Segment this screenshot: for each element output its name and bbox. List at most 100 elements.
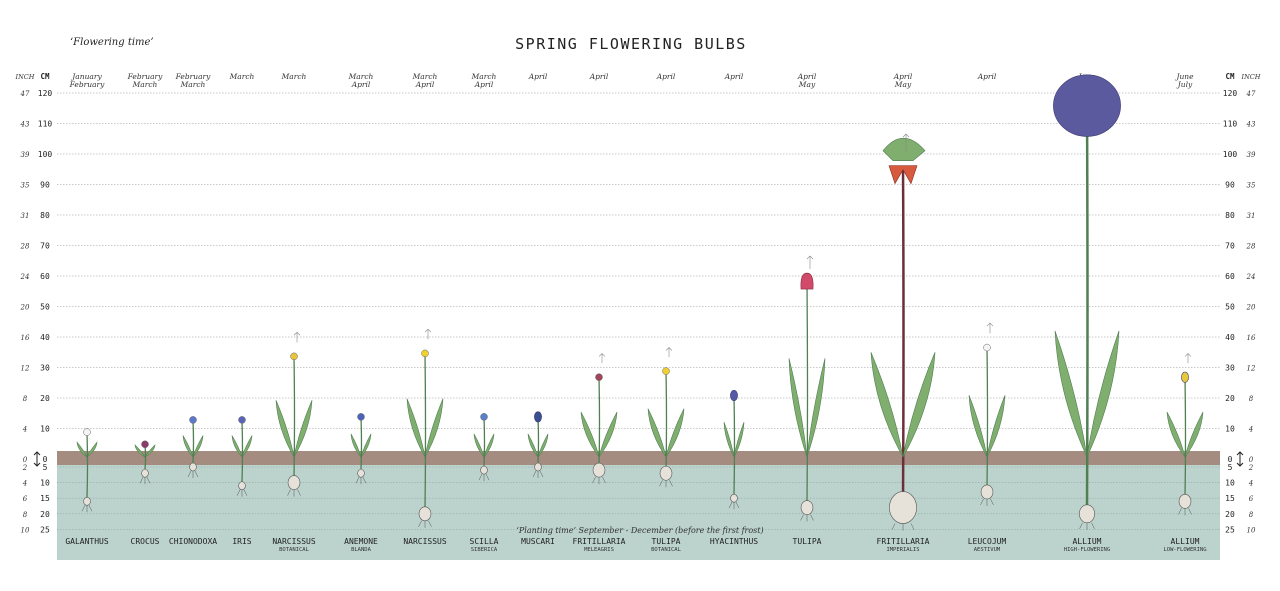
bulb [83,497,91,506]
left-cm-tick-below: 5 [43,463,48,472]
plant-stem [483,416,486,467]
crown-leaves [882,137,926,161]
left-inch-tick: 35 [21,182,30,190]
plant-leaf [483,433,495,458]
plant-name: HYACINTHUS [710,537,758,546]
bulb [238,481,246,491]
plant-leaf [968,395,988,458]
planting-time-label: ‘Planting time’ September - December (be… [516,526,763,535]
plant-stem [360,416,363,470]
plant-name: CHIONODOXA [169,537,217,546]
plant-allium-high-flowering: JuneJulyALLIUMHIGH-FLOWERING [1053,72,1121,553]
flower-head [480,413,488,421]
plant-stem [806,283,809,504]
plant-leaf [275,400,295,458]
right-cm-tick: 30 [1225,364,1235,373]
plant-name: FRITILLARIA [573,537,626,546]
left-cm-tick-below: 10 [40,479,50,488]
plant-subname: BLANDA [351,547,372,553]
plant-name: CROCUS [131,537,160,546]
left-cm-tick: 110 [38,120,53,129]
left-cm-tick: 0 [43,455,48,464]
roots [980,498,994,506]
flower-head [800,272,814,290]
plant-name: FRITILLARIA [877,537,930,546]
flowering-time-label: ‘Flowering time’ [70,37,154,48]
plant-iris: March IRIS [229,72,255,546]
arrow-path [33,451,41,467]
flower-head [83,428,91,436]
flowering-month: April [893,72,913,81]
plant-leaf [406,398,426,458]
flowering-month: March [281,72,307,81]
right-cm-tick: 100 [1223,150,1238,159]
bulb [1079,504,1095,524]
left-inch-tick-below: 2 [22,464,28,472]
flowering-month: April [797,72,817,81]
right-cm-tick: 70 [1225,242,1235,251]
bulb [141,468,149,478]
right-cm-tick: 120 [1223,89,1238,98]
flowering-month: April [977,72,997,81]
plant-name: IRIS [232,537,251,546]
plant-name: ALLIUM [1073,537,1102,546]
flower-head [189,416,197,424]
left-inch-tick: 12 [21,365,30,373]
right-inch-tick: 4 [1248,426,1253,434]
plant-leaf [806,358,826,458]
height-arrow [986,322,994,334]
plant-leaf [350,433,362,458]
left-inch-tick-below: 4 [22,480,27,488]
bulb [189,462,197,472]
plant-leaf [360,433,372,458]
bulb [534,462,542,472]
arrow-path [1236,451,1244,467]
right-inch-tick-below: 10 [1247,526,1256,534]
plant-name: TULIPA [793,537,822,546]
flowering-month: March [471,72,497,81]
plant-stem [241,419,244,482]
roots [532,470,544,478]
plant-subname: AESTIVUM [974,547,1001,553]
flowering-month: July [1176,80,1193,89]
plant-stem [665,371,668,470]
right-updown-arrow-icon [1236,451,1244,467]
bulb [592,462,606,478]
bulb [287,475,301,490]
plant-subname: IMPERIALIS [886,547,919,553]
plant-leaf [788,358,808,458]
flower-head [730,389,738,401]
flowering-month: March [412,72,438,81]
plant-subname: BOTANICAL [279,547,309,553]
bulb [889,491,917,524]
plant-name: NARCISSUS [403,537,447,546]
flower-head [421,349,429,358]
left-inch-tick: 47 [20,90,30,98]
plant-muscari: April MUSCARI [521,72,555,546]
plant-leaf [231,435,243,458]
left-cm-tick: 50 [40,303,50,312]
right-inch-tick: 47 [1246,90,1256,98]
plant-stem [986,347,989,488]
flowering-month: April [656,72,676,81]
flower-head [1053,74,1121,137]
flowering-month: April [528,72,548,81]
left-inch-tick: 0 [23,456,28,464]
plant-subname: SIBERICA [471,547,498,553]
left-inch-tick: 31 [21,212,30,220]
plant-name: ANEMONE [344,537,378,546]
left-cm-tick-below: 15 [40,494,50,503]
plant-stem [1184,377,1187,498]
left-inch-tick: 20 [20,304,30,312]
plant-stem [598,377,601,467]
plant-leaf [1184,411,1204,458]
right-cm-tick: 80 [1225,211,1235,220]
left-inch-tick: 24 [20,273,30,281]
roots [187,470,199,478]
roots [659,480,673,488]
